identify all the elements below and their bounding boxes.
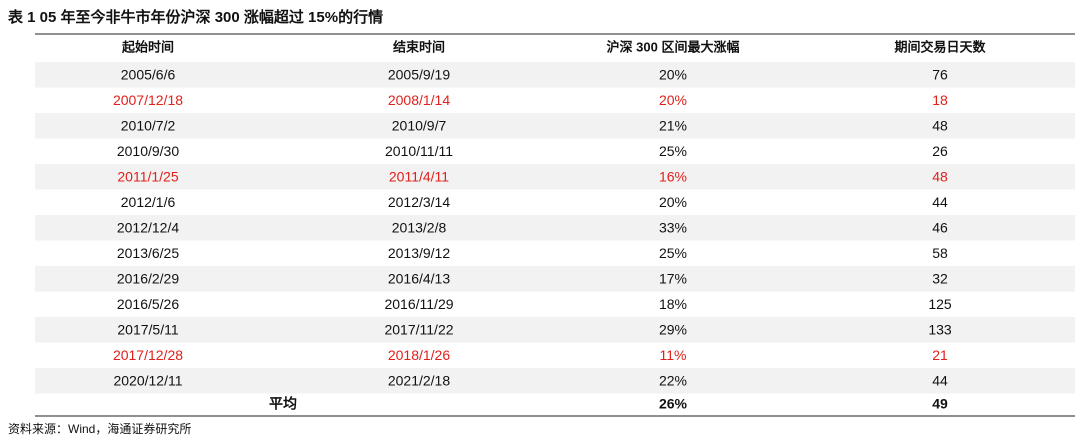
column-header: 沪深 300 区间最大涨幅	[607, 39, 740, 54]
cell: 2012/1/6	[121, 194, 176, 210]
cell: 29%	[659, 321, 687, 337]
cell: 2008/1/14	[388, 92, 450, 108]
row-band	[35, 368, 1075, 394]
cell: 16%	[659, 168, 687, 184]
cell: 133	[928, 321, 952, 337]
cell: 33%	[659, 219, 687, 235]
cell: 2010/9/30	[117, 143, 179, 159]
cell: 18%	[659, 296, 687, 312]
row-band	[35, 62, 1075, 88]
cell: 2010/11/11	[385, 143, 453, 159]
average-value: 26%	[659, 396, 688, 412]
cell: 26	[932, 143, 948, 159]
cell: 46	[932, 219, 948, 235]
cell: 44	[932, 372, 948, 388]
cell: 2013/6/25	[117, 245, 179, 261]
cell: 20%	[659, 194, 687, 210]
cell: 2021/2/18	[388, 372, 450, 388]
source: 资料来源：Wind，海通证券研究所	[8, 421, 191, 436]
cell: 58	[932, 245, 948, 261]
cell: 2011/4/11	[389, 168, 449, 184]
cell: 25%	[659, 143, 687, 159]
column-header: 起始时间	[121, 39, 174, 54]
title: 表 1 05 年至今非牛市年份沪深 300 涨幅超过 15%的行情	[8, 8, 383, 26]
cell: 32	[932, 270, 948, 286]
cell: 20%	[659, 92, 687, 108]
cell: 2016/5/26	[117, 296, 179, 312]
cell: 2017/11/22	[384, 321, 453, 337]
cell: 48	[932, 117, 948, 133]
row-band	[35, 317, 1075, 343]
cell: 21%	[659, 117, 687, 133]
row-band	[35, 113, 1075, 139]
cell: 21	[932, 347, 948, 363]
cell: 18	[932, 92, 948, 108]
cell: 2016/11/29	[384, 296, 453, 312]
cell: 2005/6/6	[121, 66, 176, 82]
cell: 20%	[659, 66, 687, 82]
row-band	[35, 215, 1075, 241]
average-label: 平均	[269, 396, 297, 412]
cell: 2012/12/4	[117, 219, 179, 235]
cell: 48	[932, 168, 948, 184]
cell: 2012/3/14	[388, 194, 450, 210]
cell: 2010/7/2	[121, 117, 176, 133]
cell: 2005/9/19	[388, 66, 450, 82]
column-header: 结束时间	[393, 39, 445, 54]
cell: 11%	[660, 347, 687, 363]
cell: 2011/1/25	[117, 168, 178, 184]
cell: 76	[932, 66, 948, 82]
cell: 2017/5/11	[117, 321, 178, 337]
cell: 2007/12/18	[113, 92, 183, 108]
cell: 17%	[659, 270, 687, 286]
cell: 2017/12/28	[113, 347, 183, 363]
cell: 2016/2/29	[117, 270, 179, 286]
cell: 25%	[659, 245, 687, 261]
average-value: 49	[932, 396, 948, 412]
cell: 44	[932, 194, 948, 210]
cell: 2016/4/13	[388, 270, 450, 286]
cell: 2018/1/26	[388, 347, 450, 363]
cell: 22%	[659, 372, 687, 388]
cell: 125	[928, 296, 952, 312]
cell: 2010/9/7	[392, 117, 447, 133]
cell: 2020/12/11	[113, 372, 182, 388]
row-band	[35, 266, 1075, 292]
column-header: 期间交易日天数	[894, 39, 986, 54]
row-band	[35, 164, 1075, 190]
cell: 2013/9/12	[388, 245, 450, 261]
cell: 2013/2/8	[392, 219, 447, 235]
